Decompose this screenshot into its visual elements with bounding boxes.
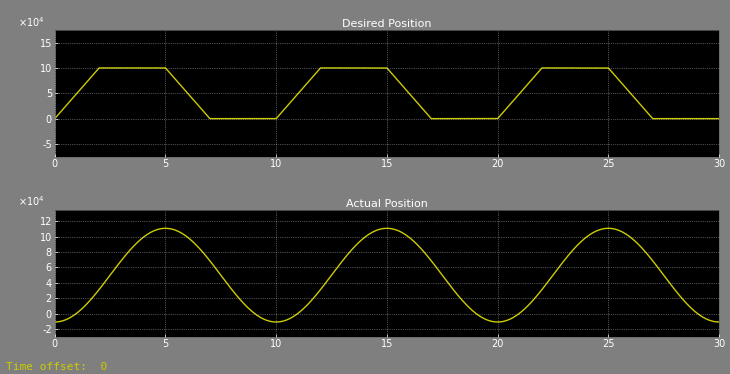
Text: $\times$10$^4$: $\times$10$^4$ (18, 194, 45, 208)
Title: Actual Position: Actual Position (346, 199, 428, 209)
Text: $\times$10$^4$: $\times$10$^4$ (18, 15, 45, 28)
Title: Desired Position: Desired Position (342, 19, 431, 29)
Text: Time offset:  0: Time offset: 0 (6, 362, 107, 372)
